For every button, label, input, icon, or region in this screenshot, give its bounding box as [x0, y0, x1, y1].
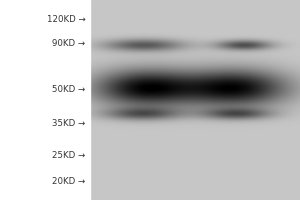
Text: 90KD →: 90KD →: [52, 40, 86, 48]
Text: 20KD →: 20KD →: [52, 178, 86, 186]
Text: 120KD →: 120KD →: [47, 16, 86, 24]
Text: 25KD →: 25KD →: [52, 152, 86, 160]
Bar: [90, 0, 300, 200]
Text: 35KD →: 35KD →: [52, 119, 86, 129]
Text: 50KD →: 50KD →: [52, 86, 86, 95]
